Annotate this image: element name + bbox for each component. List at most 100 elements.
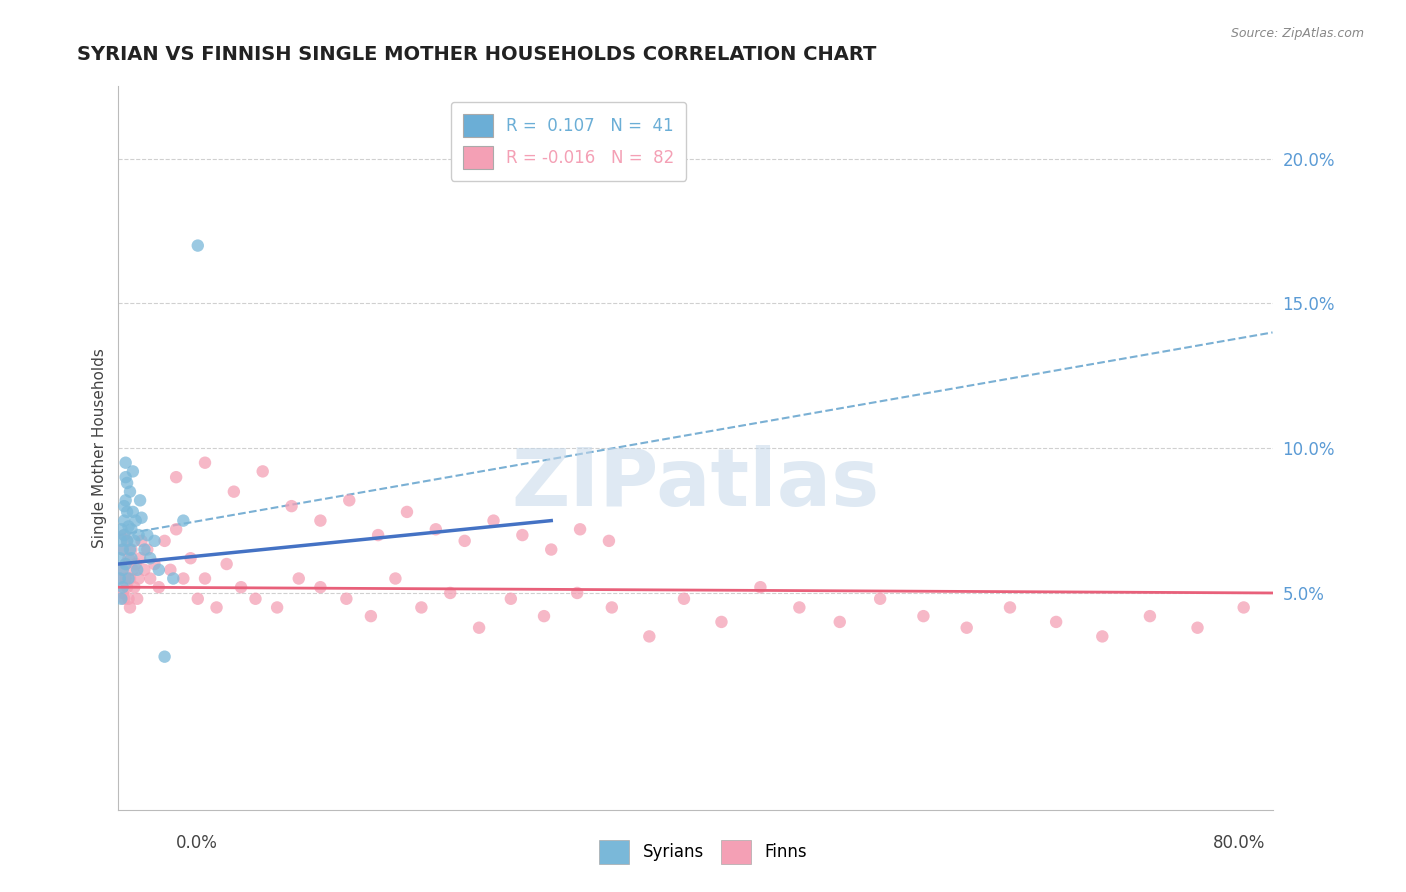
Point (482, 514, 505, 528)
Point (120, 522, 142, 536)
Point (111, 586, 134, 600)
Point (128, 528, 150, 542)
Point (110, 563, 132, 577)
Point (129, 551, 152, 566)
Point (134, 563, 156, 577)
Point (789, 600, 811, 615)
Point (114, 557, 136, 571)
Point (131, 533, 153, 548)
Point (749, 580, 772, 594)
Point (115, 533, 138, 548)
Point (956, 621, 979, 635)
Point (125, 514, 148, 528)
Point (120, 542, 142, 557)
Point (912, 609, 935, 624)
Point (453, 533, 475, 548)
Point (148, 580, 170, 594)
Point (499, 591, 522, 606)
Y-axis label: Single Mother Households: Single Mother Households (93, 348, 107, 549)
Point (1233, 600, 1256, 615)
Point (112, 591, 135, 606)
Point (287, 572, 309, 586)
Point (533, 609, 555, 624)
Point (180, 551, 202, 566)
Point (439, 586, 461, 600)
Point (229, 580, 252, 594)
Point (869, 591, 891, 606)
Point (425, 522, 447, 536)
Point (172, 572, 194, 586)
Point (115, 505, 138, 519)
Point (205, 600, 228, 615)
Legend: R =  0.107   N =  41, R = -0.016   N =  82: R = 0.107 N = 41, R = -0.016 N = 82 (451, 102, 686, 181)
Text: ZIPatlas: ZIPatlas (512, 445, 880, 524)
Point (128, 572, 150, 586)
Point (124, 533, 146, 548)
Point (115, 475, 138, 490)
Point (114, 456, 136, 470)
Point (127, 591, 149, 606)
Text: 80.0%: 80.0% (1213, 834, 1265, 852)
Point (108, 572, 131, 586)
Point (136, 528, 159, 542)
Text: SYRIAN VS FINNISH SINGLE MOTHER HOUSEHOLDS CORRELATION CHART: SYRIAN VS FINNISH SINGLE MOTHER HOUSEHOL… (77, 45, 877, 63)
Point (512, 528, 534, 542)
Point (108, 572, 131, 586)
Point (194, 456, 217, 470)
Legend: Syrians, Finns: Syrians, Finns (593, 833, 813, 871)
Point (153, 649, 176, 664)
Point (114, 572, 136, 586)
Point (638, 629, 661, 643)
Point (828, 615, 851, 629)
Point (411, 600, 433, 615)
Point (110, 533, 132, 548)
Point (998, 600, 1021, 615)
Point (600, 600, 623, 615)
Point (215, 557, 238, 571)
Point (309, 580, 332, 594)
Point (280, 499, 302, 513)
Point (266, 600, 288, 615)
Point (1091, 629, 1114, 643)
Point (111, 542, 134, 557)
Point (117, 591, 139, 606)
Point (337, 493, 360, 508)
Point (122, 505, 145, 519)
Point (114, 470, 136, 484)
Point (468, 621, 491, 635)
Point (672, 591, 695, 606)
Point (165, 470, 187, 484)
Point (125, 557, 148, 571)
Point (165, 522, 187, 536)
Point (143, 533, 166, 548)
Point (162, 572, 184, 586)
Point (1045, 615, 1067, 629)
Point (222, 484, 245, 499)
Point (598, 533, 620, 548)
Point (136, 542, 159, 557)
Point (112, 514, 135, 528)
Point (118, 484, 141, 499)
Point (252, 464, 274, 478)
Point (112, 528, 135, 542)
Point (710, 615, 733, 629)
Point (148, 563, 170, 577)
Point (131, 510, 153, 524)
Point (395, 505, 418, 519)
Point (187, 591, 209, 606)
Point (108, 551, 131, 566)
Point (540, 542, 562, 557)
Text: Source: ZipAtlas.com: Source: ZipAtlas.com (1230, 27, 1364, 40)
Point (124, 580, 146, 594)
Point (112, 499, 135, 513)
Point (122, 464, 145, 478)
Point (118, 572, 141, 586)
Point (139, 572, 162, 586)
Point (115, 580, 138, 594)
Point (129, 493, 152, 508)
Point (115, 533, 138, 548)
Point (309, 514, 332, 528)
Point (122, 563, 145, 577)
Point (187, 238, 209, 252)
Point (118, 600, 141, 615)
